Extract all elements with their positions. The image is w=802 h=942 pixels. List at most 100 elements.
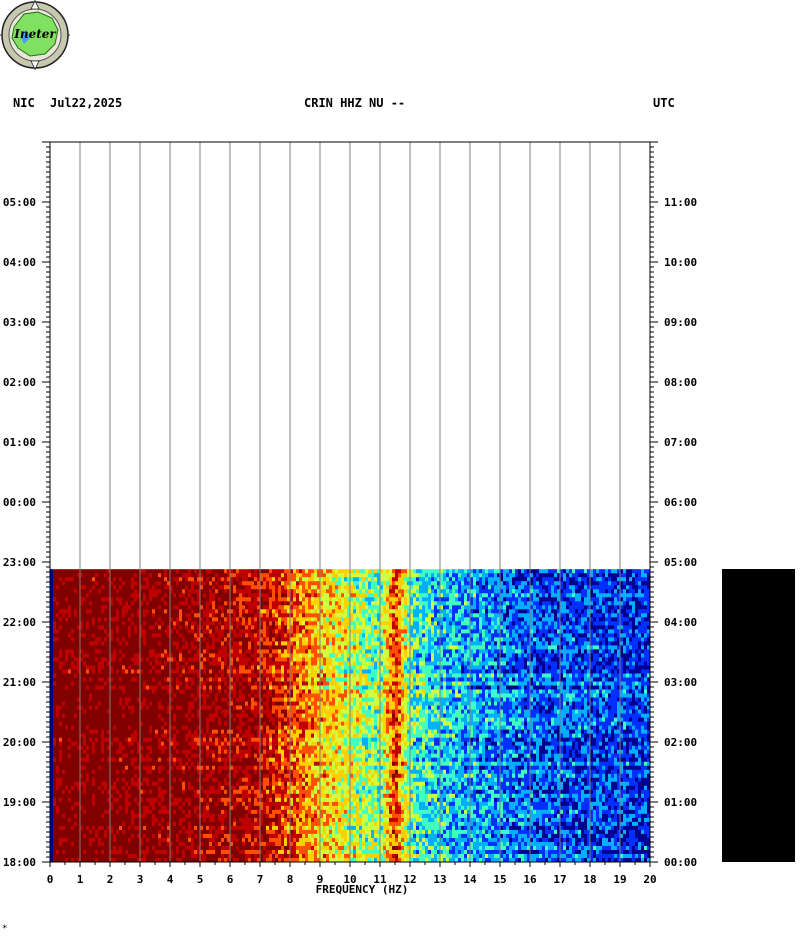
heat-cell (524, 609, 528, 614)
heat-cell (437, 617, 441, 622)
heat-cell (239, 569, 243, 574)
heat-cell (302, 661, 306, 666)
heat-cell (194, 665, 198, 670)
heat-cell (536, 621, 540, 626)
heat-cell (395, 613, 399, 618)
heat-cell (383, 569, 387, 574)
heat-cell (323, 621, 327, 626)
heat-cell (239, 593, 243, 598)
heat-cell (611, 637, 615, 642)
heat-cell (143, 641, 147, 646)
heat-cell (545, 581, 549, 586)
heat-cell (101, 645, 105, 650)
heat-cell (212, 625, 216, 630)
heat-cell (107, 637, 111, 642)
heat-cell (191, 613, 195, 618)
heat-cell (287, 641, 291, 646)
heat-cell (341, 653, 345, 658)
heat-cell (158, 645, 162, 650)
heat-cell (635, 577, 639, 582)
heat-cell (434, 653, 438, 658)
heat-cell (164, 589, 168, 594)
heat-cell (353, 613, 357, 618)
heat-cell (113, 649, 117, 654)
heat-cell (341, 569, 345, 574)
heat-cell (173, 637, 177, 642)
heat-cell (428, 609, 432, 614)
heat-cell (251, 581, 255, 586)
heat-cell (209, 637, 213, 642)
heat-cell (320, 661, 324, 666)
heat-cell (245, 581, 249, 586)
heat-cell (461, 581, 465, 586)
heat-cell (137, 661, 141, 666)
heat-cell (245, 657, 249, 662)
heat-cell (146, 661, 150, 666)
heat-cell (554, 629, 558, 634)
heat-cell (530, 593, 534, 598)
heat-cell (383, 613, 387, 618)
heat-cell (500, 665, 504, 670)
heat-cell (176, 573, 180, 578)
heat-cell (440, 613, 444, 618)
heat-cell (461, 589, 465, 594)
heat-cell (482, 629, 486, 634)
heat-cell (86, 597, 90, 602)
heat-cell (476, 597, 480, 602)
heat-cell (365, 617, 369, 622)
heat-cell (551, 569, 555, 574)
heat-cell (422, 613, 426, 618)
heat-cell (290, 605, 294, 610)
heat-cell (413, 657, 417, 662)
heat-cell (593, 589, 597, 594)
heat-cell (215, 621, 219, 626)
heat-cell (173, 661, 177, 666)
heat-cell (359, 609, 363, 614)
heat-cell (98, 657, 102, 662)
heat-cell (554, 577, 558, 582)
heat-cell (224, 581, 228, 586)
heat-cell (164, 649, 168, 654)
heat-cell (584, 653, 588, 658)
heat-cell (209, 621, 213, 626)
heat-cell (185, 637, 189, 642)
heat-cell (515, 609, 519, 614)
heat-cell (320, 653, 324, 658)
heat-cell (380, 609, 384, 614)
heat-cell (170, 641, 174, 646)
heat-cell (641, 661, 645, 666)
heat-cell (527, 621, 531, 626)
heat-cell (647, 577, 651, 582)
heat-cell (371, 593, 375, 598)
heat-cell (260, 577, 264, 582)
heat-cell (152, 585, 156, 590)
heat-cell (392, 665, 396, 670)
heat-cell (476, 657, 480, 662)
heat-cell (275, 665, 279, 670)
heat-cell (362, 581, 366, 586)
heat-cell (596, 637, 600, 642)
heat-cell (536, 585, 540, 590)
heat-cell (386, 629, 390, 634)
heat-cell (209, 609, 213, 614)
heat-cell (563, 629, 567, 634)
heat-cell (482, 661, 486, 666)
heat-cell (296, 633, 300, 638)
heat-cell (440, 665, 444, 670)
heat-cell (632, 649, 636, 654)
heat-cell (371, 649, 375, 654)
heat-cell (578, 577, 582, 582)
heat-cell (467, 657, 471, 662)
heat-cell (596, 589, 600, 594)
heat-cell (455, 657, 459, 662)
heat-cell (482, 573, 486, 578)
heat-cell (443, 593, 447, 598)
heat-cell (467, 633, 471, 638)
heat-cell (560, 621, 564, 626)
heat-cell (404, 665, 408, 670)
heat-cell (299, 577, 303, 582)
heat-cell (464, 585, 468, 590)
heat-cell (419, 649, 423, 654)
heat-cell (605, 645, 609, 650)
heat-cell (638, 637, 642, 642)
